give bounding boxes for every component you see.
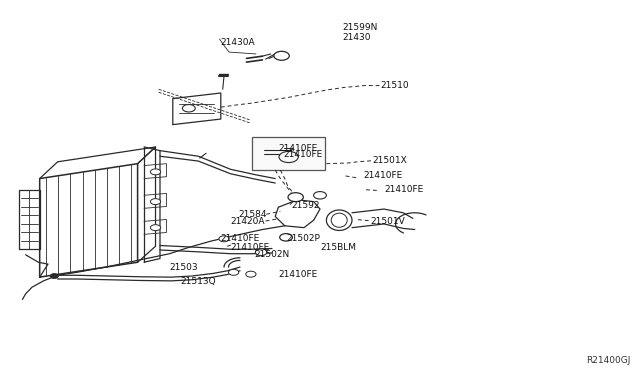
Text: 21410FE: 21410FE: [278, 144, 317, 153]
Text: 21503: 21503: [170, 263, 198, 272]
Text: 21410FE: 21410FE: [230, 243, 269, 252]
Circle shape: [288, 193, 303, 202]
Text: 21420A: 21420A: [230, 217, 265, 226]
Text: 21599N: 21599N: [342, 23, 378, 32]
Circle shape: [228, 269, 239, 275]
Text: 21584: 21584: [238, 210, 267, 219]
Circle shape: [219, 236, 229, 242]
Circle shape: [150, 169, 161, 175]
Text: 21502P: 21502P: [287, 234, 321, 243]
Circle shape: [279, 151, 298, 163]
Circle shape: [150, 199, 161, 205]
Circle shape: [274, 51, 289, 60]
Text: R21400GJ: R21400GJ: [586, 356, 630, 365]
Text: 21410FE: 21410FE: [284, 150, 323, 159]
Text: 21430: 21430: [342, 33, 371, 42]
Circle shape: [246, 271, 256, 277]
Text: 21592: 21592: [291, 201, 320, 210]
Text: 21502N: 21502N: [255, 250, 290, 259]
Bar: [252, 137, 325, 170]
Text: 21430A: 21430A: [221, 38, 255, 46]
Ellipse shape: [326, 210, 352, 231]
Text: 21501V: 21501V: [370, 217, 404, 226]
Circle shape: [150, 225, 161, 231]
Text: 21410FE: 21410FE: [278, 270, 317, 279]
Text: 21410FE: 21410FE: [364, 171, 403, 180]
Text: 21510: 21510: [381, 81, 410, 90]
Text: 21513Q: 21513Q: [180, 278, 216, 286]
Circle shape: [280, 234, 292, 241]
Circle shape: [182, 105, 195, 112]
Text: 21410FE: 21410FE: [221, 234, 260, 243]
Text: 215BLM: 215BLM: [320, 243, 356, 252]
Circle shape: [255, 249, 267, 256]
Ellipse shape: [332, 213, 348, 227]
Circle shape: [314, 192, 326, 199]
Text: 21501X: 21501X: [372, 156, 407, 165]
Circle shape: [51, 274, 58, 278]
Text: 21410FE: 21410FE: [384, 185, 423, 194]
